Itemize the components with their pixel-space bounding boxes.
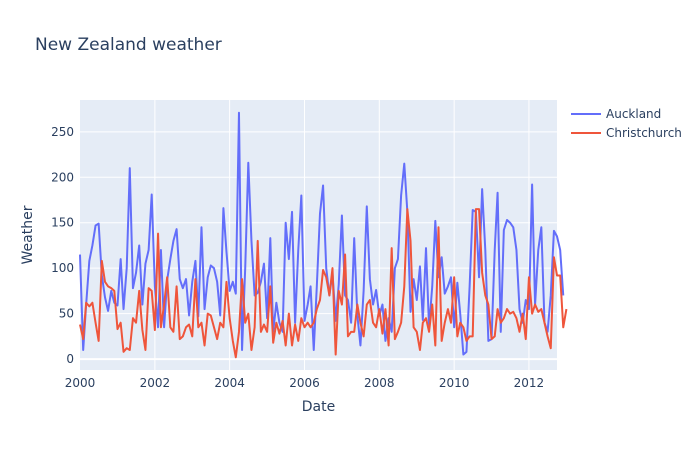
y-tick-label: 150 <box>51 216 74 230</box>
y-tick-label: 100 <box>51 261 74 275</box>
legend-label-christchurch: Christchurch <box>606 126 682 140</box>
series-lines <box>79 111 568 359</box>
x-tick-label: 2008 <box>364 376 395 390</box>
y-tick-label: 250 <box>51 125 74 139</box>
x-tick-label: 2004 <box>214 376 245 390</box>
y-axis-ticks: 0 50 100 150 200 250 <box>51 125 74 366</box>
chart-title: New Zealand weather <box>35 35 222 55</box>
x-tick-label: 2002 <box>140 376 171 390</box>
x-tick-label: 2006 <box>289 376 320 390</box>
series-line-christchurch <box>79 208 568 359</box>
x-tick-label: 2000 <box>65 376 96 390</box>
y-tick-label: 0 <box>66 352 74 366</box>
x-axis-title: Date <box>302 399 335 415</box>
y-axis-title: Weather <box>20 205 36 264</box>
x-tick-label: 2012 <box>514 376 545 390</box>
y-tick-label: 200 <box>51 170 74 184</box>
legend-label-auckland: Auckland <box>606 107 661 121</box>
x-axis-ticks: 2000 2002 2004 2006 2008 2010 2012 <box>65 376 544 390</box>
x-tick-label: 2010 <box>439 376 470 390</box>
legend: Auckland Christchurch <box>571 107 682 140</box>
y-tick-label: 50 <box>59 307 74 321</box>
series-line-auckland <box>79 111 565 356</box>
